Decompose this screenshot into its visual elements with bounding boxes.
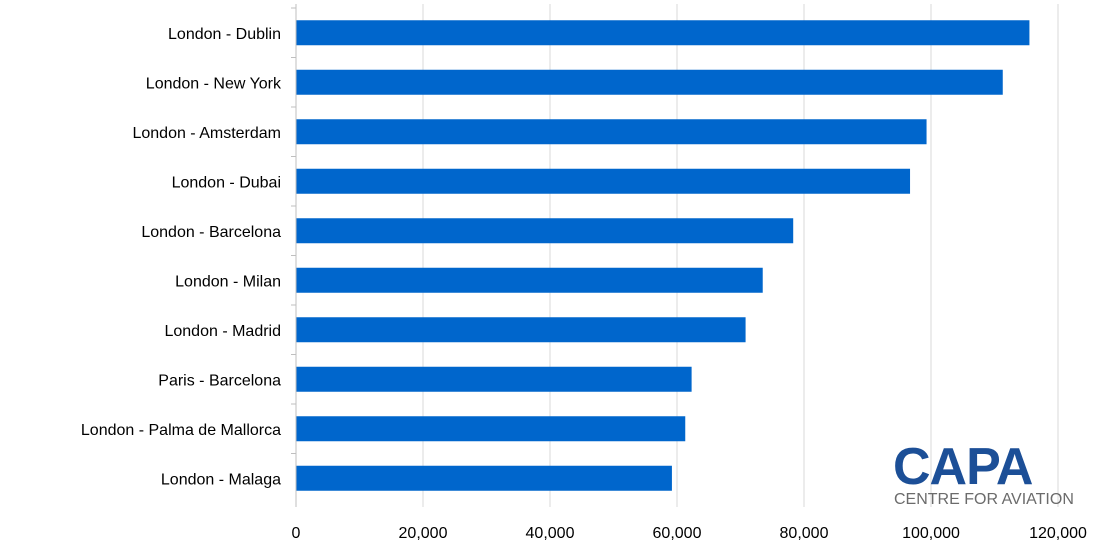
bar	[296, 69, 1003, 95]
capa-logo: CAPA CENTRE FOR AVIATION	[893, 438, 1074, 508]
x-tick-label: 100,000	[902, 525, 960, 542]
category-label: Paris - Barcelona	[158, 372, 281, 389]
x-tick-label: 120,000	[1029, 525, 1087, 542]
x-tick-label: 0	[292, 525, 301, 542]
category-label: London - Amsterdam	[132, 125, 281, 142]
logo-wordmark: CAPA	[893, 438, 1033, 496]
category-label: London - Madrid	[164, 323, 281, 340]
x-tick-labels: 0 20,000 40,000 60,000 80,000 100,000 120,000	[292, 525, 1087, 542]
category-labels: London - Dublin London - New York London -…	[81, 26, 282, 489]
category-label: London - Palma de Mallorca	[81, 422, 281, 439]
category-label: London - Dublin	[168, 26, 281, 43]
bar	[296, 218, 794, 244]
x-tick-label: 20,000	[399, 525, 448, 542]
bar	[296, 465, 672, 491]
bar	[296, 168, 911, 194]
x-tick-label: 40,000	[526, 525, 575, 542]
bar	[296, 267, 763, 293]
bar	[296, 119, 927, 145]
bar	[296, 366, 692, 392]
bar	[296, 317, 746, 343]
category-label: London - Dubai	[172, 174, 281, 191]
category-label: London - Barcelona	[141, 224, 281, 241]
x-tick-label: 60,000	[653, 525, 702, 542]
x-tick-label: 80,000	[780, 525, 829, 542]
bar	[296, 20, 1030, 46]
bar	[296, 416, 686, 442]
category-label: London - New York	[146, 75, 282, 92]
logo-tagline: CENTRE FOR AVIATION	[894, 491, 1074, 508]
category-label: London - Milan	[175, 273, 281, 290]
category-label: London - Malaga	[161, 471, 281, 488]
bars	[296, 20, 1030, 491]
